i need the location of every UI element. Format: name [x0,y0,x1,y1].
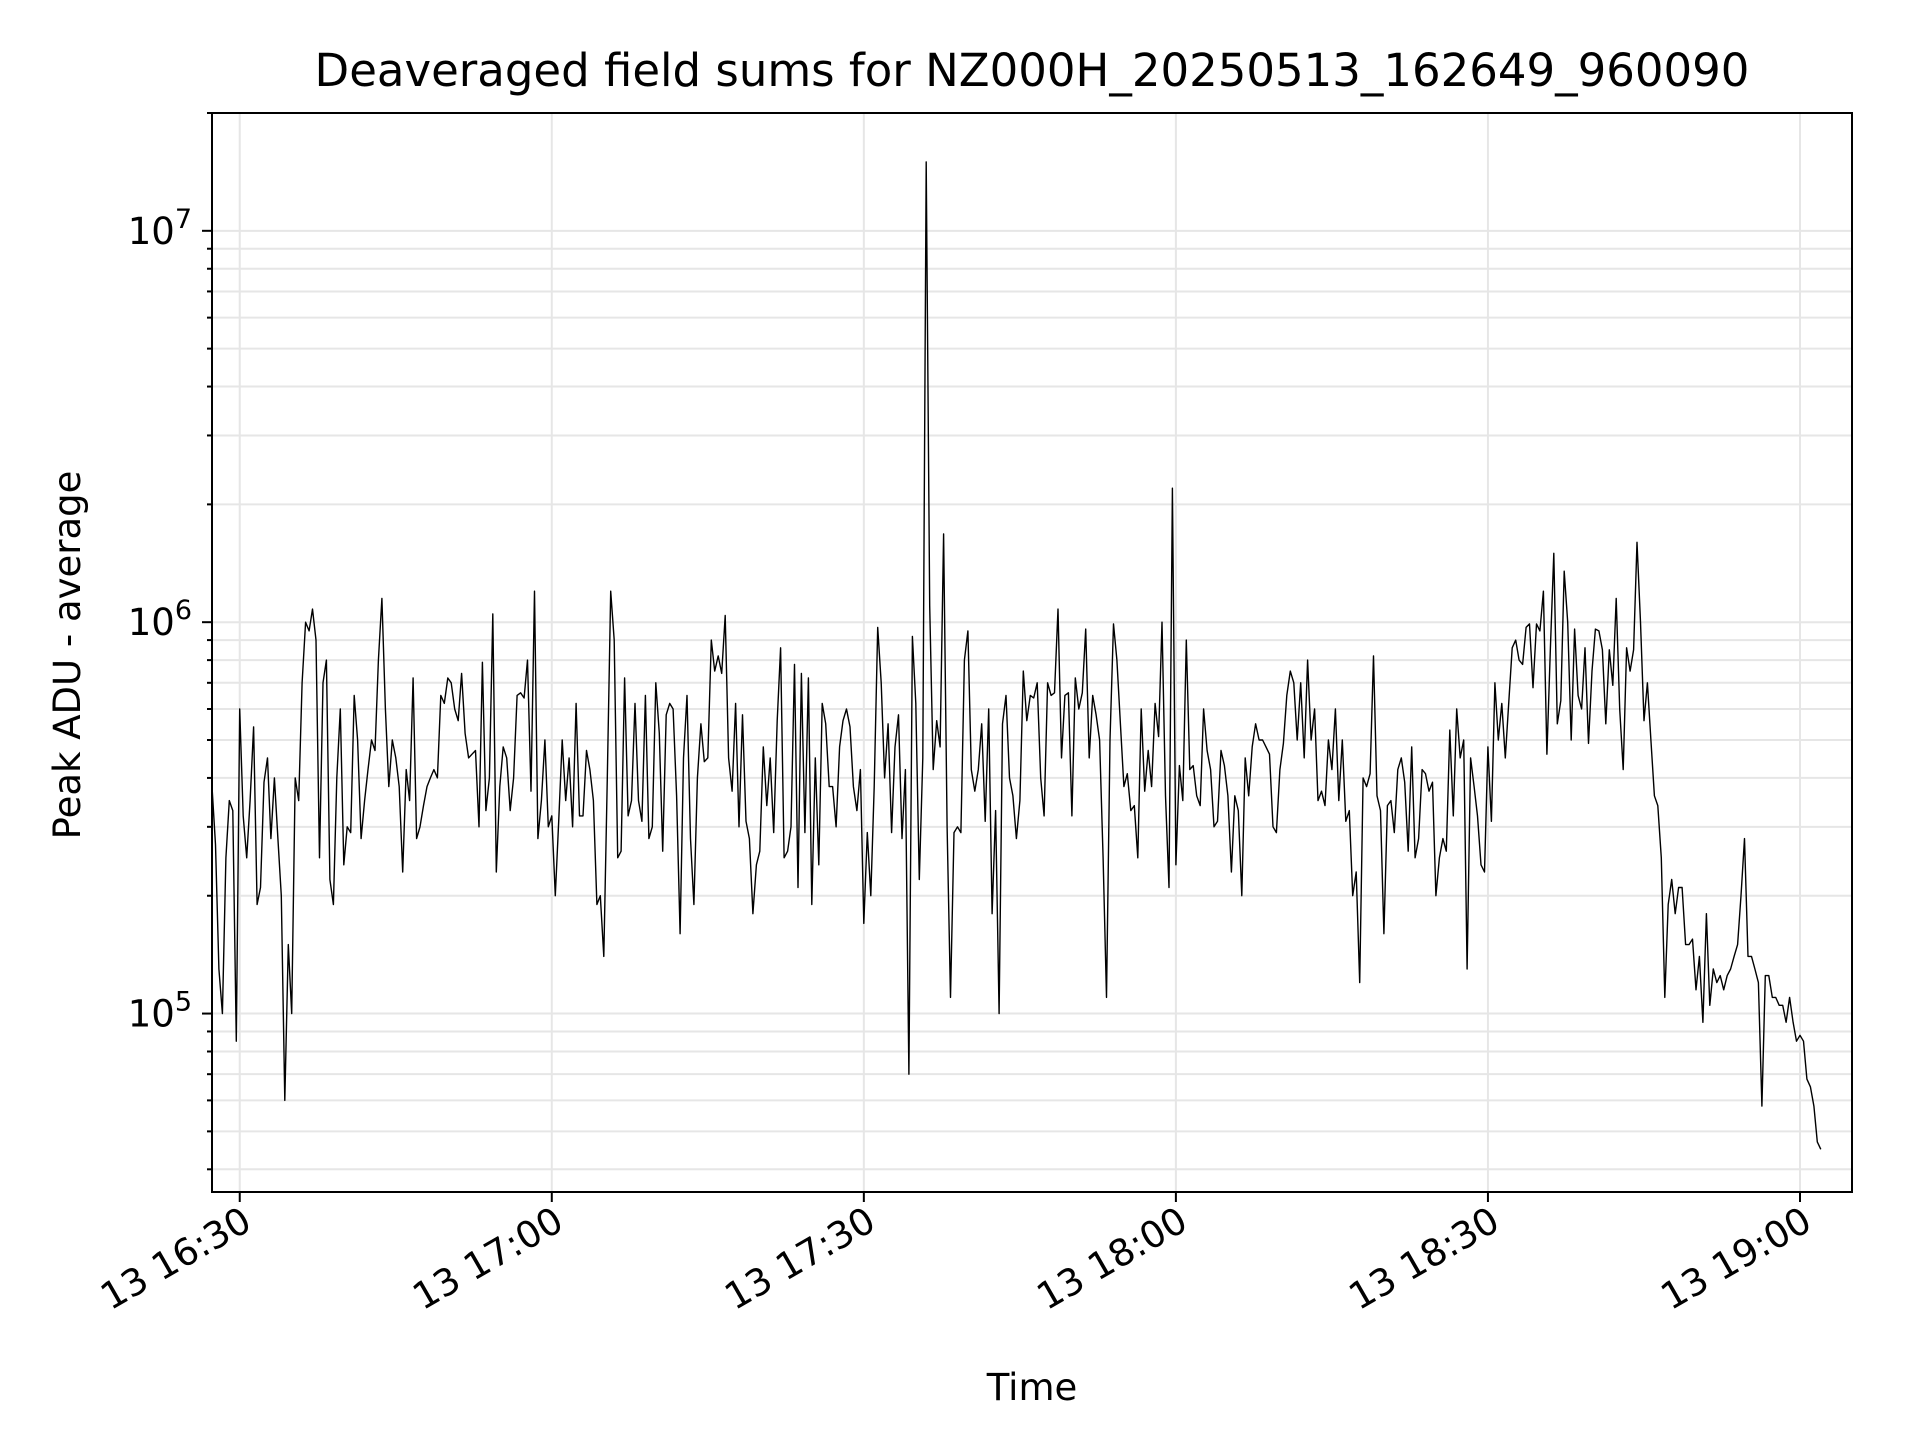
series-line [211,161,1822,1150]
y-axis: 105 106 107 [128,112,212,1171]
y-tick-label: 107 [128,204,192,253]
chart-title: Deaveraged field sums for NZ000H_2025051… [315,44,1750,97]
x-axis-label: Time [986,1366,1078,1409]
y-axis-label: Peak ADU - average [46,471,89,840]
grid [212,112,1852,1192]
y-tick-label: 105 [128,987,192,1036]
data-series [211,161,1822,1150]
y-tick-label: 106 [128,595,192,644]
plot-frame [211,112,1853,1193]
